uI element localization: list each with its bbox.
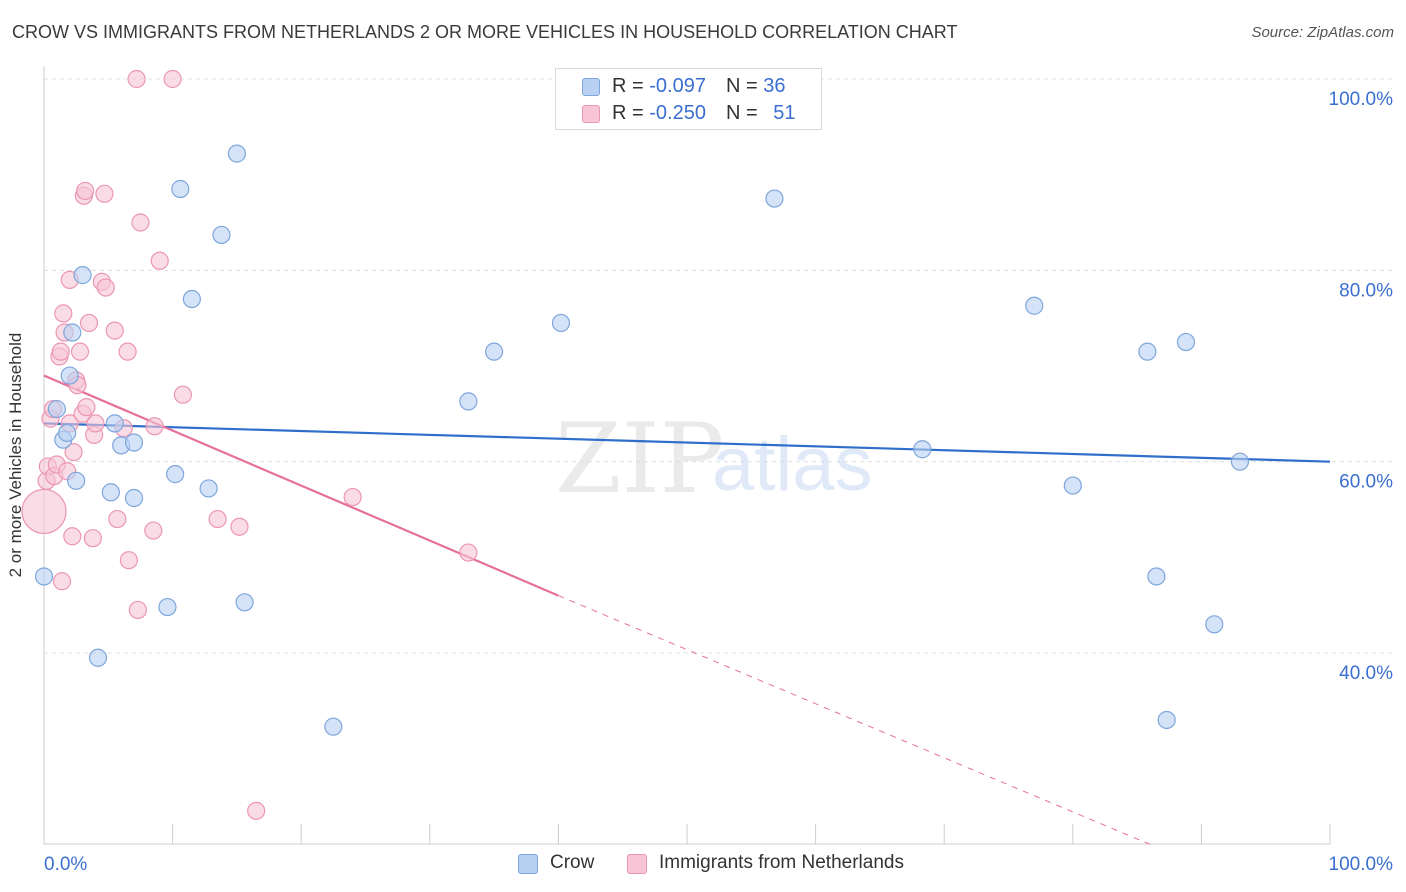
netherlands-point: [459, 543, 478, 562]
crow-point: [199, 479, 218, 498]
netherlands-point: [131, 213, 150, 232]
netherlands-point: [163, 69, 182, 89]
crow-point: [324, 717, 343, 736]
stats-text-netherlands: R = -0.250 N = 51: [612, 102, 796, 124]
netherlands-point: [83, 529, 102, 548]
crow-point: [459, 392, 478, 411]
crow-point: [551, 313, 571, 333]
crow-point: [765, 189, 784, 208]
crow-point: [1147, 567, 1166, 586]
netherlands-point: [64, 443, 83, 462]
legend-crow-label: Crow: [550, 852, 595, 873]
y-tick-label: 80.0%: [1339, 280, 1393, 301]
crow-point: [235, 593, 254, 612]
watermark-zip: ZIP: [555, 403, 724, 515]
netherlands-point: [95, 184, 114, 203]
netherlands-point: [105, 321, 124, 340]
crow-swatch: [582, 78, 600, 96]
crow-point: [1063, 476, 1082, 495]
netherlands-point: [86, 414, 105, 433]
crow-trend-line: [43, 422, 1331, 463]
crow-point: [105, 414, 124, 433]
y-tick-label: 60.0%: [1339, 472, 1393, 493]
crow-point: [58, 423, 77, 443]
crow-point: [124, 433, 144, 452]
legend-netherlands-swatch: [627, 854, 647, 874]
crow-point: [182, 289, 201, 309]
legend-netherlands-label: Immigrants from Netherlands: [659, 852, 904, 873]
netherlands-point: [77, 398, 96, 417]
netherlands-point: [145, 417, 164, 436]
crow-point: [63, 323, 82, 342]
netherlands-point: [76, 181, 95, 201]
netherlands-point: [63, 527, 82, 546]
crow-point: [101, 483, 120, 502]
netherlands-point: [79, 313, 99, 333]
crow-point: [166, 465, 185, 484]
netherlands-point: [51, 342, 70, 361]
crow-point: [1176, 332, 1196, 352]
netherlands-point: [173, 385, 192, 404]
netherlands-point: [21, 488, 67, 535]
netherlands-point: [108, 509, 127, 529]
netherlands-point: [70, 342, 90, 361]
y-tick-label: 100.0%: [1329, 89, 1394, 110]
netherlands-point: [144, 521, 163, 540]
crow-point: [1205, 615, 1224, 634]
crow-point: [60, 366, 79, 385]
chart-title: CROW VS IMMIGRANTS FROM NETHERLANDS 2 OR…: [12, 22, 958, 42]
netherlands-point: [54, 304, 73, 323]
crow-point: [1138, 342, 1157, 361]
watermark: ZIP atlas: [555, 403, 873, 515]
crow-point: [1230, 452, 1250, 471]
netherlands-point: [96, 278, 115, 297]
netherlands-point: [128, 600, 147, 620]
netherlands-point: [230, 517, 249, 536]
crow-point: [227, 144, 246, 163]
crow-point: [212, 225, 231, 245]
crow-point: [485, 342, 504, 361]
netherlands-swatch: [582, 105, 600, 123]
crow-point: [73, 266, 92, 285]
netherlands-point: [208, 509, 227, 529]
crow-point: [913, 440, 932, 459]
x-tick-label-end: 100.0%: [1329, 854, 1394, 875]
crow-point: [171, 179, 190, 199]
crow-point: [124, 488, 144, 508]
watermark-atlas: atlas: [712, 422, 873, 507]
stats-legend: R = -0.097 N = 36 R = -0.250 N = 51: [555, 68, 822, 130]
axes: [43, 66, 1331, 845]
netherlands-point: [343, 487, 362, 507]
grid-lines: [44, 78, 1392, 654]
chart-source: Source: ZipAtlas.com: [1251, 24, 1394, 41]
crow-point: [1157, 710, 1176, 730]
x-tick-label-start: 0.0%: [44, 854, 87, 875]
netherlands-point: [52, 572, 72, 591]
crow-point: [47, 399, 66, 419]
netherlands-point: [127, 69, 146, 89]
y-tick-label: 40.0%: [1339, 663, 1393, 684]
crow-point: [67, 471, 86, 490]
netherlands-point: [247, 801, 266, 820]
crow-point: [34, 567, 54, 586]
netherlands-point: [119, 551, 138, 570]
tick-labels: 40.0% 60.0% 80.0% 100.0% 0.0% 100.0%: [44, 89, 1393, 875]
y-axis-label: 2 or more Vehicles in Household: [6, 332, 25, 578]
legend-crow-swatch: [518, 854, 538, 874]
netherlands-point: [118, 342, 137, 361]
data-points: [21, 69, 1250, 820]
netherlands-trend-extension: [558, 595, 1151, 845]
crow-point: [158, 597, 177, 617]
netherlands-point: [150, 251, 169, 270]
crow-point: [1025, 296, 1044, 315]
crow-point: [88, 648, 108, 667]
stats-text-crow: R = -0.097 N = 36: [612, 75, 786, 97]
